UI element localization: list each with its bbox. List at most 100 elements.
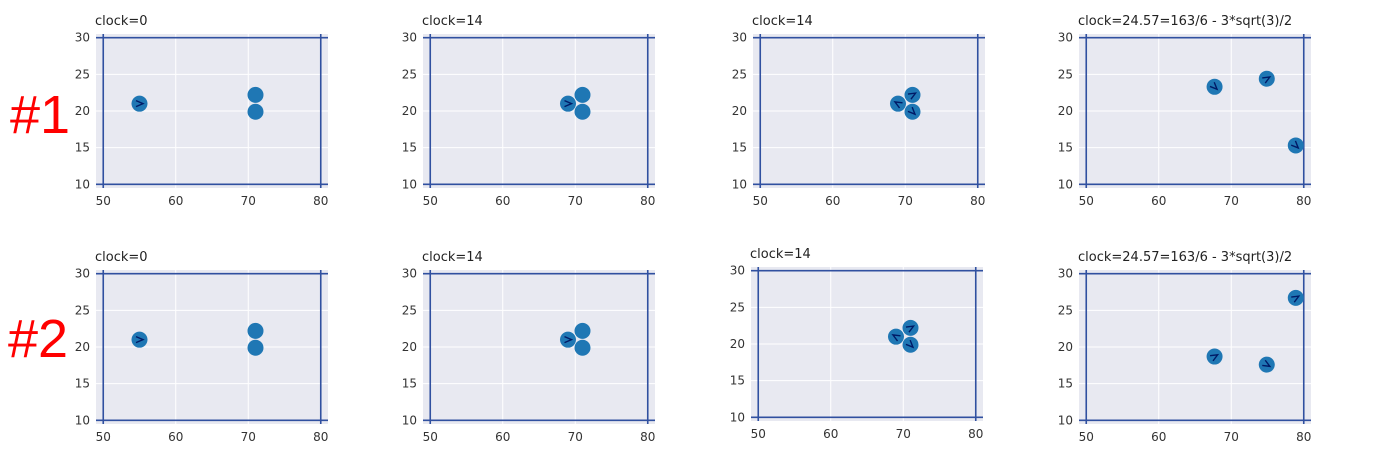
y-tick-label: 20: [402, 104, 417, 118]
direction-arrow-icon: [1262, 359, 1272, 368]
chart-title: clock=0: [95, 250, 148, 265]
ball: [560, 331, 576, 348]
x-tick-label: 50: [751, 427, 766, 441]
direction-arrow-icon: [564, 336, 574, 344]
x-tick-label: 80: [640, 430, 655, 444]
x-tick-label: 70: [1224, 194, 1239, 208]
ball: [574, 322, 591, 339]
ball: [574, 86, 591, 103]
arrow-head: [905, 325, 916, 333]
y-tick-label: 10: [1058, 177, 1073, 191]
arrow-head: [135, 336, 145, 344]
x-tick-label: 70: [241, 430, 256, 444]
ball: [1258, 356, 1275, 373]
arrow-head: [564, 100, 574, 108]
y-tick-label: 25: [1058, 67, 1073, 81]
y-tick-label: 30: [1058, 267, 1073, 281]
x-tick-label: 50: [1079, 194, 1094, 208]
ball: [1287, 289, 1304, 306]
chart-title: clock=0: [95, 14, 148, 29]
x-tick-label: 80: [313, 194, 328, 208]
chart-title: clock=14: [752, 14, 813, 29]
direction-arrow-icon: [891, 334, 901, 342]
y-tick-label: 25: [732, 67, 747, 81]
chart-2-1: clock=0 50 60 70 80 10 15 20 25 30: [75, 250, 329, 444]
x-tick-label: 70: [241, 194, 256, 208]
arrow-head: [1290, 140, 1300, 150]
direction-arrow-icon: [135, 100, 145, 108]
x-tick-label: 60: [168, 430, 183, 444]
chart-title: clock=24.57=163/6 - 3*sqrt(3)/2: [1078, 250, 1292, 265]
y-tick-label: 25: [75, 67, 90, 81]
y-tick-label: 15: [75, 377, 90, 391]
direction-arrow-icon: [907, 92, 918, 100]
ball: [247, 103, 264, 120]
ball: [247, 339, 264, 356]
chart-title: clock=24.57=163/6 - 3*sqrt(3)/2: [1078, 14, 1292, 29]
direction-arrow-icon: [1209, 81, 1219, 91]
x-tick-label: 60: [495, 194, 510, 208]
ball: [890, 95, 906, 112]
ball: [1258, 70, 1275, 87]
x-tick-label: 60: [1151, 430, 1166, 444]
y-tick-label: 30: [75, 267, 90, 281]
y-tick-label: 30: [730, 264, 745, 278]
arrow-head: [907, 92, 918, 100]
ball: [902, 336, 919, 353]
y-tick-label: 20: [1058, 104, 1073, 118]
direction-arrow-icon: [135, 336, 145, 344]
chart-2-4: clock=24.57=163/6 - 3*sqrt(3)/2 50 60 70 80 1…: [1058, 250, 1312, 444]
x-tick-label: 70: [898, 194, 913, 208]
ball: [574, 103, 591, 120]
y-tick-label: 30: [1058, 31, 1073, 45]
x-tick-label: 50: [96, 430, 111, 444]
arrow-head: [135, 100, 145, 108]
x-tick-label: 70: [896, 427, 911, 441]
arrow-head: [905, 339, 915, 349]
y-tick-label: 10: [402, 413, 417, 427]
direction-arrow-icon: [564, 100, 574, 108]
x-tick-label: 80: [640, 194, 655, 208]
chart-1-2: clock=14 50 60 70 80 10 15 20 25 30: [402, 14, 656, 208]
arrow-head: [1209, 81, 1219, 91]
y-tick-label: 25: [402, 303, 417, 317]
x-tick-label: 80: [968, 427, 983, 441]
ball: [904, 103, 921, 120]
y-tick-label: 15: [1058, 141, 1073, 155]
x-tick-label: 80: [1296, 430, 1311, 444]
y-tick-label: 15: [732, 141, 747, 155]
chart-1-4: clock=24.57=163/6 - 3*sqrt(3)/2 50 60 70 80 1…: [1058, 14, 1312, 208]
y-tick-label: 25: [1058, 303, 1073, 317]
x-tick-label: 50: [96, 194, 111, 208]
y-tick-label: 10: [730, 410, 745, 424]
chart-title: clock=14: [422, 14, 483, 29]
x-tick-label: 70: [568, 194, 583, 208]
y-tick-label: 30: [402, 267, 417, 281]
ball: [1287, 137, 1304, 154]
y-tick-label: 25: [75, 303, 90, 317]
ball: [574, 339, 591, 356]
chart-1-3: clock=14 50 60 70 80 10 15 20 25 30: [732, 14, 986, 208]
ball: [247, 86, 264, 103]
ball: [131, 95, 148, 112]
row-label-1: #1: [10, 85, 71, 145]
x-tick-label: 70: [568, 430, 583, 444]
row-label-2: #2: [8, 309, 69, 369]
y-tick-label: 25: [402, 67, 417, 81]
y-tick-label: 30: [75, 31, 90, 45]
x-tick-label: 50: [753, 194, 768, 208]
y-tick-label: 20: [730, 337, 745, 351]
chart-title: clock=14: [422, 250, 483, 265]
x-tick-label: 60: [823, 427, 838, 441]
arrow-head: [893, 101, 903, 109]
arrow-head: [1209, 353, 1220, 362]
arrow-head: [891, 334, 901, 342]
y-tick-label: 30: [402, 31, 417, 45]
direction-arrow-icon: [905, 339, 915, 349]
y-tick-label: 15: [402, 141, 417, 155]
chart-2-2: clock=14 50 60 70 80 10 15 20 25 30: [402, 250, 656, 444]
ball: [1206, 348, 1223, 365]
x-tick-label: 80: [970, 194, 985, 208]
ball: [131, 331, 148, 348]
y-tick-label: 10: [75, 413, 90, 427]
